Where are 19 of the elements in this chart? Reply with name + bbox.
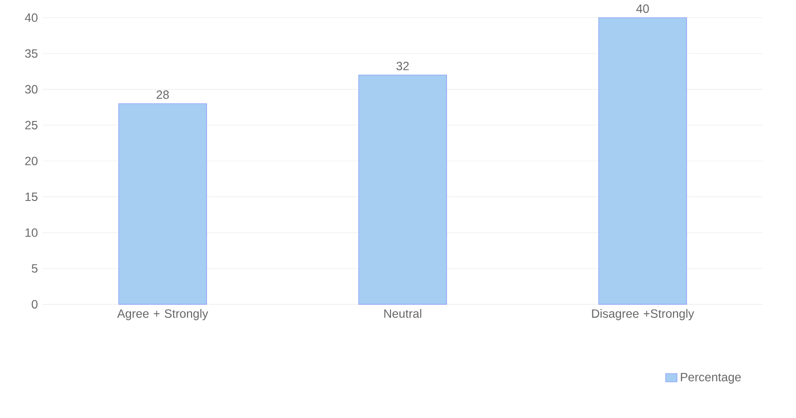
x-tick-label: Agree + Strongly [117, 309, 208, 320]
y-tick-label: 15 [26, 192, 38, 202]
y-tick-label: 20 [25, 156, 38, 166]
y-tick-label: 0 [32, 300, 38, 309]
y-tick-label: 40 [24, 14, 38, 22]
data-label: 40 [636, 4, 649, 14]
y-tick-label: 35 [25, 49, 38, 58]
y-tick-label: 10 [26, 228, 38, 238]
x-tick-label: Disagree +Strongly [592, 309, 694, 320]
x-tick-label: Neutral [384, 309, 422, 318]
y-tick-label: 25 [25, 121, 38, 130]
legend-label: Percentage [680, 373, 741, 384]
bar [358, 74, 447, 305]
bar [598, 18, 687, 305]
bar [118, 104, 207, 305]
y-tick-label: 30 [25, 85, 38, 94]
y-tick-label: 5 [32, 264, 38, 273]
data-label: 32 [396, 62, 409, 70]
data-label: 28 [156, 90, 169, 100]
